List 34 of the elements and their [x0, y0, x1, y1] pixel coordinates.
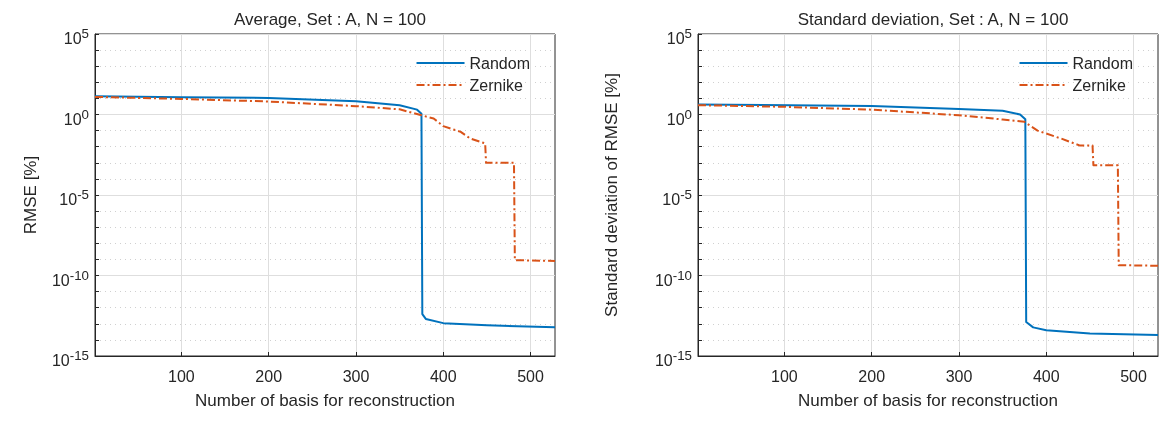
x-tick-label: 100 — [168, 367, 195, 385]
x-axis-title: Number of basis for reconstruction — [195, 391, 455, 410]
y-tick-label: 10$^{0}$ — [63, 105, 89, 130]
y-tick-label: 10$^{0}$ — [666, 105, 692, 130]
x-tick-label: 200 — [858, 367, 886, 385]
chart-title: Standard deviation, Set : A, N = 100 — [797, 10, 1069, 29]
x-tick-label: 500 — [1120, 367, 1148, 385]
x-tick-label: 200 — [255, 367, 283, 385]
line-series — [94, 95, 556, 329]
line-series — [94, 95, 556, 262]
y-tick-label: 10$^{-10}$ — [654, 266, 692, 291]
y-tick-label: 10$^{-5}$ — [59, 186, 89, 211]
line-series — [697, 104, 1159, 267]
y-tick-label: 10$^{5}$ — [63, 25, 89, 50]
y-tick-label: 10$^{-15}$ — [51, 347, 89, 372]
legend-label: Zernike — [1072, 76, 1126, 94]
line-series — [697, 103, 1159, 337]
x-tick-label: 100 — [771, 367, 798, 385]
x-tick-label: 500 — [517, 367, 545, 385]
x-tick-label: 400 — [429, 367, 457, 385]
chart-title: Average, Set : A, N = 100 — [233, 10, 427, 29]
y-axis-title: RMSE [%] — [21, 155, 40, 235]
x-tick-label: 400 — [1032, 367, 1060, 385]
legend-label: Random — [469, 54, 531, 72]
x-tick-label: 300 — [945, 367, 973, 385]
x-tick-label: 300 — [342, 367, 370, 385]
y-tick-label: 10$^{-10}$ — [51, 266, 89, 291]
legend-label: Zernike — [469, 76, 523, 94]
y-axis-title: Standard deviation of RMSE [%] — [602, 73, 621, 317]
legend-label: Random — [1072, 54, 1134, 72]
x-axis-title: Number of basis for reconstruction — [798, 391, 1058, 410]
y-tick-label: 10$^{5}$ — [666, 25, 692, 50]
y-tick-label: 10$^{-5}$ — [662, 186, 692, 211]
y-tick-label: 10$^{-15}$ — [654, 347, 692, 372]
